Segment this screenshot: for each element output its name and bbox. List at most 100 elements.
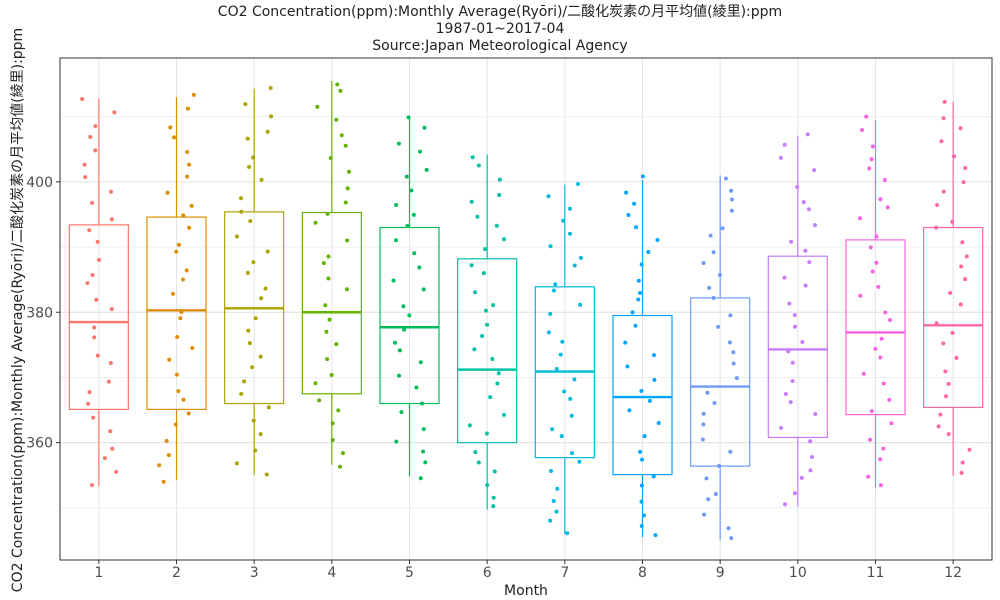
data-point-month-6 <box>467 423 472 428</box>
data-point-month-6 <box>480 333 485 338</box>
data-point-month-2 <box>179 310 184 315</box>
data-point-month-10 <box>803 283 808 288</box>
data-point-month-11 <box>878 197 883 202</box>
x-tick-label: 3 <box>250 565 259 581</box>
data-point-month-1 <box>87 228 92 233</box>
data-point-month-10 <box>803 248 808 253</box>
data-point-month-5 <box>394 439 399 444</box>
data-point-month-11 <box>870 144 875 149</box>
data-point-month-5 <box>417 149 422 154</box>
data-point-month-5 <box>418 360 423 365</box>
data-point-month-8 <box>623 340 628 345</box>
data-point-month-7 <box>551 288 556 293</box>
data-point-month-11 <box>887 397 892 402</box>
data-point-month-7 <box>576 181 581 186</box>
data-point-month-12 <box>941 189 946 194</box>
data-point-month-11 <box>882 178 887 183</box>
data-point-month-2 <box>174 372 179 377</box>
box-month-4 <box>301 80 362 465</box>
data-point-month-11 <box>869 409 874 414</box>
data-point-month-9 <box>711 296 716 301</box>
data-point-month-6 <box>469 263 474 268</box>
data-point-month-7 <box>548 518 553 523</box>
data-point-month-4 <box>343 200 348 205</box>
data-point-month-8 <box>639 523 644 528</box>
data-point-month-5 <box>421 287 426 292</box>
data-point-month-2 <box>176 389 181 394</box>
data-point-month-5 <box>402 327 407 332</box>
data-point-month-3 <box>258 354 263 359</box>
data-point-month-12 <box>938 412 943 417</box>
data-point-month-11 <box>867 166 872 171</box>
box-layer <box>68 80 984 541</box>
data-point-month-2 <box>167 357 172 362</box>
data-point-month-10 <box>799 475 804 480</box>
data-point-month-4 <box>334 117 339 122</box>
data-point-month-2 <box>187 225 192 230</box>
data-point-month-9 <box>734 376 739 381</box>
data-point-month-9 <box>701 411 706 416</box>
data-point-month-3 <box>268 86 273 91</box>
data-point-month-6 <box>483 308 488 313</box>
data-point-month-6 <box>497 192 502 197</box>
data-point-month-3 <box>265 129 270 134</box>
data-point-month-10 <box>795 185 800 190</box>
data-point-month-4 <box>329 373 334 378</box>
data-point-month-5 <box>407 313 412 318</box>
data-point-month-11 <box>874 234 879 239</box>
data-point-month-10 <box>807 260 812 265</box>
data-point-month-4 <box>343 143 348 148</box>
data-point-month-9 <box>729 208 734 213</box>
data-point-month-3 <box>258 432 263 437</box>
data-point-month-10 <box>779 425 784 430</box>
data-point-month-3 <box>263 286 268 291</box>
data-point-month-11 <box>861 371 866 376</box>
data-point-month-12 <box>954 355 959 360</box>
data-point-month-9 <box>726 526 731 531</box>
data-point-month-3 <box>245 270 250 275</box>
box-body <box>923 226 984 409</box>
data-point-month-10 <box>782 142 787 147</box>
data-point-month-9 <box>720 226 725 231</box>
data-point-month-4 <box>335 82 340 87</box>
box-month-2 <box>146 97 207 480</box>
box-month-10 <box>767 135 828 507</box>
data-point-month-4 <box>326 254 331 259</box>
data-point-month-1 <box>108 361 113 366</box>
data-point-month-5 <box>406 115 411 120</box>
data-point-month-7 <box>554 367 559 372</box>
data-point-month-12 <box>958 302 963 307</box>
data-point-month-8 <box>656 421 661 426</box>
data-point-month-11 <box>857 216 862 221</box>
panel-border <box>59 57 993 561</box>
data-point-month-3 <box>234 461 239 466</box>
data-point-month-6 <box>501 412 506 417</box>
data-point-month-7 <box>577 459 582 464</box>
box-body <box>301 211 362 395</box>
data-point-month-8 <box>632 201 637 206</box>
data-point-month-7 <box>561 218 566 223</box>
data-point-month-9 <box>706 497 711 502</box>
data-point-month-8 <box>653 533 658 538</box>
x-tick-label: 1 <box>94 565 103 581</box>
data-point-month-9 <box>728 449 733 454</box>
x-tick-label: 7 <box>560 565 569 581</box>
chart-title: CO2 Concentration(ppm):Monthly Average(R… <box>217 4 783 20</box>
data-point-month-7 <box>548 244 553 249</box>
chart-title-block: CO2 Concentration(ppm):Monthly Average(R… <box>0 4 1000 55</box>
data-point-month-3 <box>234 234 239 239</box>
data-point-month-4 <box>345 238 350 243</box>
data-point-month-6 <box>495 381 500 386</box>
data-point-month-8 <box>638 290 643 295</box>
data-point-month-1 <box>95 239 100 244</box>
data-point-month-12 <box>942 99 947 104</box>
data-point-month-1 <box>106 379 111 384</box>
data-point-month-11 <box>883 310 888 315</box>
data-point-month-2 <box>186 411 191 416</box>
x-tick-label: 2 <box>172 565 181 581</box>
data-point-month-2 <box>181 213 186 218</box>
data-point-month-1 <box>93 148 98 153</box>
data-point-month-10 <box>806 207 811 212</box>
data-point-month-4 <box>340 451 345 456</box>
data-point-month-2 <box>161 479 166 484</box>
